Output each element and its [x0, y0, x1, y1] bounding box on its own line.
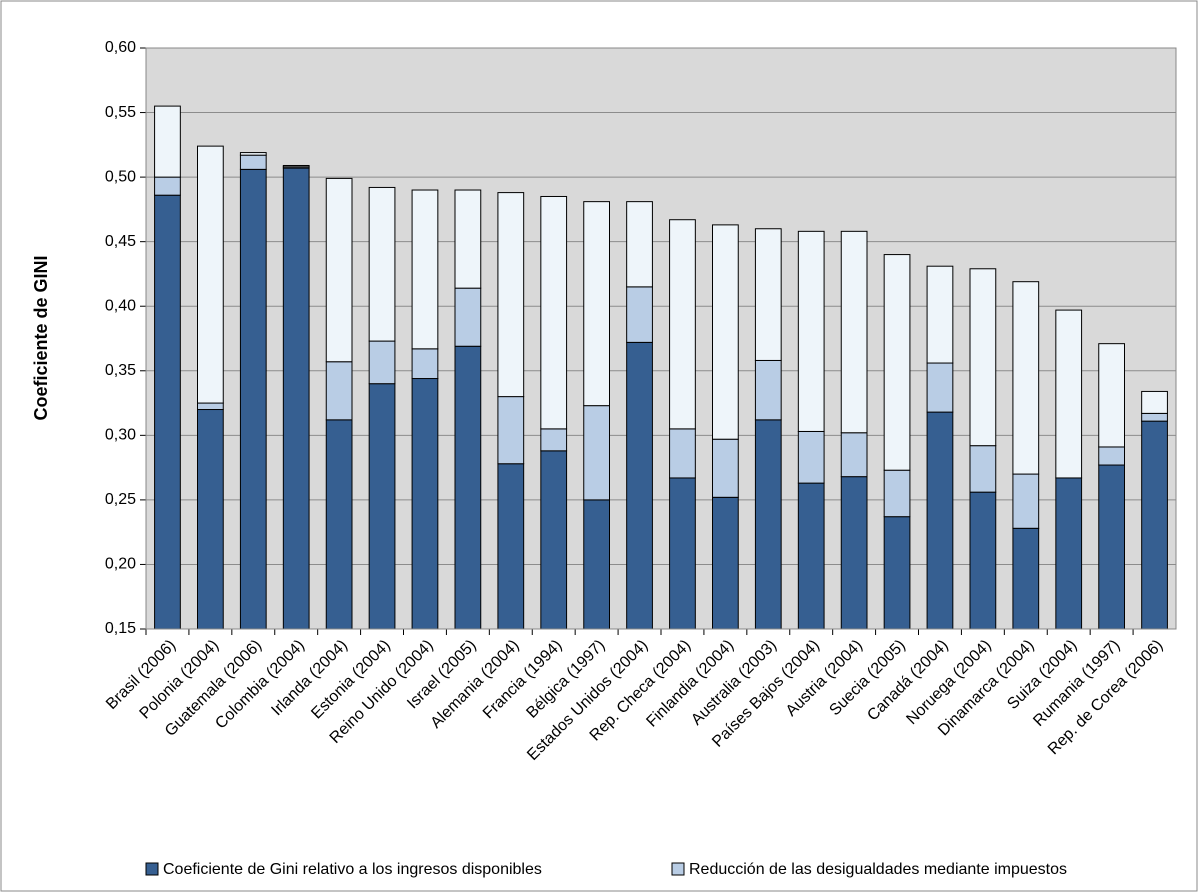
bar-segment [325, 361, 353, 421]
bar-segment [197, 409, 224, 630]
bar-segment [454, 345, 482, 630]
bar-segment [969, 445, 997, 493]
bar-segment [926, 411, 954, 630]
bar-segment [926, 362, 954, 413]
bar-segment [840, 230, 868, 434]
y-tick-label: 0,20 [105, 556, 136, 573]
y-axis-title: Coeficiente de GINI [31, 255, 51, 420]
y-tick-label: 0,40 [105, 297, 136, 314]
bar-segment [1055, 477, 1083, 630]
bar-segment [282, 167, 310, 630]
bar-segment [712, 224, 739, 440]
legend-swatch [671, 862, 685, 876]
bar-segment [669, 477, 696, 630]
bar-segment [411, 378, 439, 630]
bar-segment [583, 201, 610, 407]
bar-segment [411, 189, 439, 350]
bar-segment [626, 201, 653, 288]
bar-segment [497, 192, 525, 398]
legend-label: Coeficiente de Gini relativo a los ingre… [163, 861, 542, 878]
bar-segment [669, 428, 696, 479]
y-tick-label: 0,45 [105, 233, 136, 250]
bar-segment [626, 341, 653, 630]
bar-segment [154, 176, 181, 196]
bar-segment [239, 152, 267, 156]
y-tick-label: 0,55 [105, 104, 136, 121]
bar-segment [626, 286, 653, 343]
y-tick-label: 0,15 [105, 620, 136, 637]
bar-segment [797, 430, 825, 484]
bar-segment [239, 154, 267, 170]
bar-segment [1012, 473, 1040, 529]
bar-segment [926, 265, 954, 364]
bar-segment [497, 463, 525, 630]
bar-segment [1012, 281, 1040, 475]
bar-segment [969, 491, 997, 630]
bar-segment [669, 219, 696, 430]
bar-segment [197, 145, 224, 404]
bar-segment [454, 287, 482, 347]
bar-segment [154, 194, 181, 630]
bar-segment [1012, 527, 1040, 630]
bar-segment [754, 359, 782, 421]
bar-segment [368, 340, 396, 385]
bar-segment [583, 405, 610, 501]
plot-background [146, 48, 1176, 629]
bar-segment [1141, 390, 1168, 414]
plot-border [145, 47, 1177, 630]
bar-segment [368, 383, 396, 630]
bar-segment [797, 482, 825, 630]
bar-segment [540, 428, 568, 452]
bar-segment [540, 450, 568, 630]
bar-segment [1098, 446, 1125, 466]
bar-segment [411, 348, 439, 380]
bar-segment [154, 105, 181, 178]
bar-segment [239, 168, 267, 630]
bar-segment [1055, 309, 1083, 479]
bar-segment [797, 230, 825, 432]
bar-segment [712, 438, 739, 498]
bar-segment [883, 254, 911, 471]
y-tick-label: 0,60 [105, 39, 136, 56]
bar-segment [840, 476, 868, 630]
bar-segment [282, 164, 310, 168]
bar-segment [368, 186, 396, 342]
bar-segment [454, 189, 482, 289]
bar-segment [1141, 412, 1168, 422]
bar-segment [583, 499, 610, 630]
bar-segment [325, 177, 353, 363]
bar-segment [754, 419, 782, 630]
legend-label: Reducción de las desigualdades mediante … [689, 861, 1067, 878]
bar-segment [1098, 343, 1125, 448]
bar-segment [883, 516, 911, 630]
bar-segment [712, 496, 739, 630]
legend-swatch [145, 862, 159, 876]
bar-segment [197, 402, 224, 411]
bar-segment [540, 195, 568, 430]
bar-segment [883, 469, 911, 518]
bar-segment [325, 419, 353, 630]
y-tick-label: 0,25 [105, 491, 136, 508]
bar-segment [1098, 464, 1125, 630]
y-tick-label: 0,35 [105, 362, 136, 379]
bar-segment [754, 228, 782, 361]
bar-segment [969, 268, 997, 447]
bar-segment [497, 396, 525, 465]
y-tick-label: 0,50 [105, 168, 136, 185]
bar-segment [1141, 420, 1168, 630]
y-tick-label: 0,30 [105, 427, 136, 444]
bar-segment [840, 432, 868, 478]
